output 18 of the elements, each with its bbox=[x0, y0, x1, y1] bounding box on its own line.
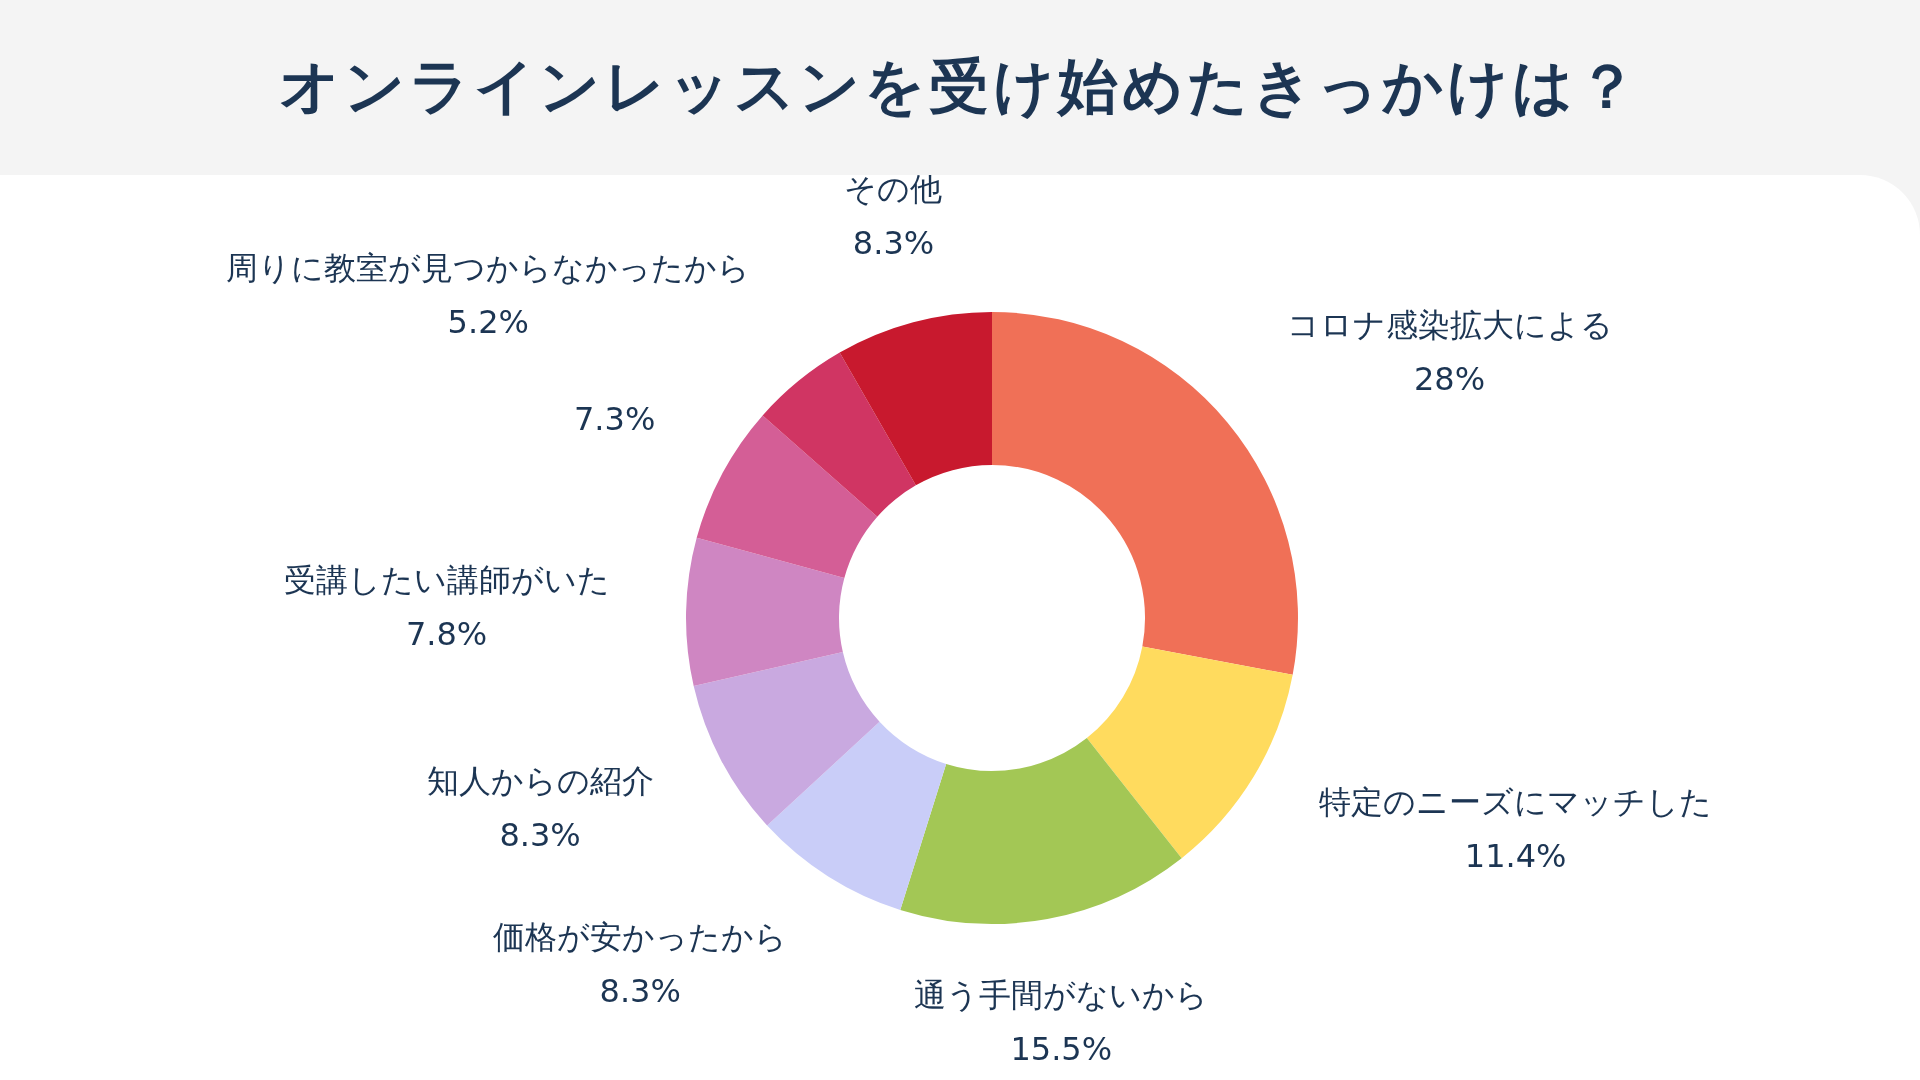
slice-label: 受講したい講師がいた bbox=[283, 560, 610, 599]
data-label: 15.5% bbox=[1010, 1029, 1113, 1068]
slice-label: 通う手間がないから bbox=[914, 975, 1209, 1014]
data-label: 7.8% bbox=[405, 614, 488, 653]
data-label: 11.4% bbox=[1464, 837, 1567, 876]
slice-label: 価格が安かったから bbox=[493, 918, 788, 957]
data-label: 8.3% bbox=[599, 972, 681, 1011]
slice-label: 特定のニーズにマッチした bbox=[1319, 783, 1713, 822]
slice-label: その他 bbox=[844, 170, 943, 209]
slice-label: 知人からの紹介 bbox=[426, 761, 654, 800]
slice-label: 周りに教室が見つからなかったから bbox=[226, 249, 751, 288]
data-label: 28% bbox=[1413, 359, 1486, 398]
data-label: 5.2% bbox=[447, 303, 529, 342]
data-label: 8.3% bbox=[852, 224, 935, 263]
data-label: 7.3% bbox=[573, 400, 656, 439]
chart-title: オンラインレッスンを受け始めたきっかけは？ bbox=[279, 51, 1641, 121]
slice-label: コロナ感染拡大による bbox=[1286, 305, 1613, 344]
data-label: 8.3% bbox=[499, 815, 581, 854]
